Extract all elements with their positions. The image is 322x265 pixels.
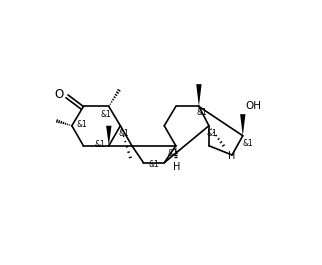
Text: OH: OH bbox=[245, 101, 261, 111]
Text: H: H bbox=[173, 162, 180, 172]
Polygon shape bbox=[196, 84, 202, 107]
Text: &1: &1 bbox=[148, 160, 159, 169]
Text: &1: &1 bbox=[94, 140, 105, 149]
Text: H: H bbox=[228, 151, 235, 161]
Text: &1: &1 bbox=[118, 129, 129, 138]
Polygon shape bbox=[106, 126, 111, 146]
Polygon shape bbox=[240, 114, 245, 136]
Text: &1: &1 bbox=[167, 149, 178, 158]
Text: &1: &1 bbox=[207, 129, 217, 138]
Text: &1: &1 bbox=[242, 139, 253, 148]
Text: &1: &1 bbox=[197, 108, 207, 117]
Text: &1: &1 bbox=[100, 110, 111, 119]
Text: &1: &1 bbox=[77, 120, 87, 129]
Text: O: O bbox=[54, 88, 63, 101]
